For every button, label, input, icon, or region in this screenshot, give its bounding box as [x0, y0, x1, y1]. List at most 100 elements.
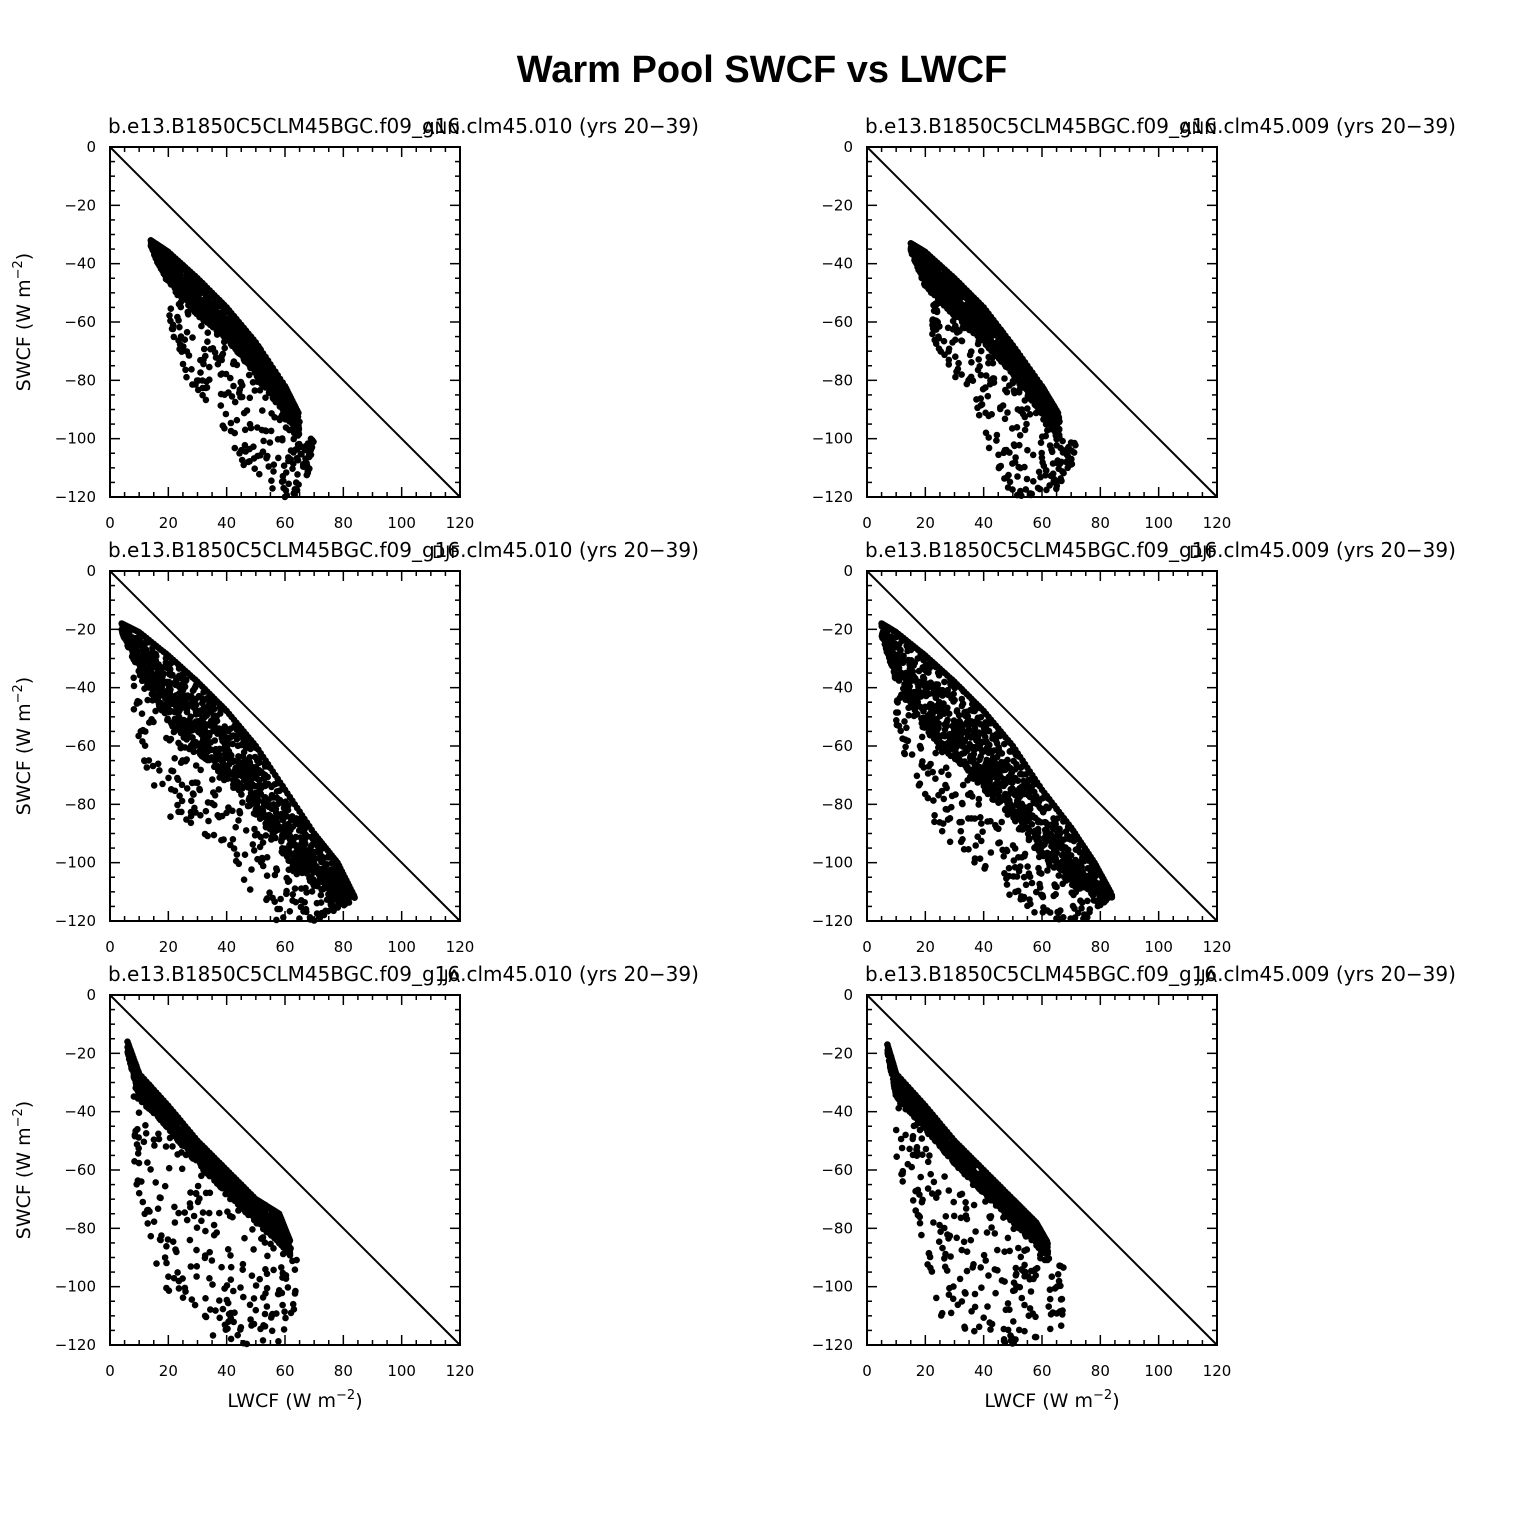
data-point: [1053, 435, 1060, 443]
data-point: [1012, 454, 1019, 461]
x-tick-label: 20: [916, 514, 935, 532]
data-point: [267, 427, 275, 435]
x-tick-label: 80: [334, 938, 353, 956]
data-point: [982, 372, 990, 379]
data-point: [138, 710, 146, 717]
data-point: [995, 337, 1002, 344]
y-tick-label: −100: [55, 854, 96, 872]
data-point: [1028, 490, 1036, 498]
data-point: [259, 448, 267, 456]
data-point: [1011, 817, 1019, 824]
data-point: [328, 901, 336, 909]
data-point: [247, 364, 254, 372]
data-point: [132, 639, 139, 646]
data-point: [284, 831, 292, 839]
data-point: [291, 885, 299, 892]
data-point: [1001, 357, 1008, 364]
data-point: [307, 451, 315, 459]
data-point: [265, 463, 273, 470]
data-point: [286, 908, 294, 915]
x-tick-label: 120: [1203, 514, 1232, 532]
data-point: [923, 270, 931, 278]
data-point: [270, 794, 277, 801]
data-point: [190, 744, 197, 752]
data-point: [288, 420, 296, 427]
data-point: [929, 330, 936, 338]
data-point: [993, 431, 1001, 439]
data-point: [159, 780, 166, 788]
data-point: [167, 786, 175, 793]
reference-line: [866, 146, 1218, 498]
data-point: [201, 744, 209, 751]
data-point: [199, 296, 207, 304]
data-point: [266, 439, 274, 446]
data-point: [1035, 468, 1043, 476]
data-point: [977, 395, 984, 402]
data-point: [198, 716, 205, 724]
data-point: [232, 857, 240, 865]
data-point: [306, 914, 314, 921]
data-point: [247, 424, 255, 432]
data-point: [1046, 442, 1054, 449]
data-point: [171, 276, 178, 283]
data-point: [242, 827, 250, 834]
data-point: [324, 884, 332, 892]
data-point: [211, 737, 219, 744]
data-point: [994, 350, 1002, 357]
data-point: [197, 766, 204, 774]
data-point: [222, 410, 230, 418]
data-point: [263, 872, 271, 879]
data-point: [273, 398, 281, 406]
data-point: [200, 360, 207, 368]
data-point: [229, 807, 236, 815]
figure-title: Warm Pool SWCF vs LWCF: [517, 49, 1008, 91]
data-point: [261, 775, 268, 782]
data-point: [222, 370, 230, 378]
data-point: [229, 836, 237, 843]
y-tick-label: −60: [64, 737, 96, 755]
data-point: [1017, 487, 1024, 495]
data-point: [945, 361, 953, 368]
y-tick-label: 0: [843, 138, 853, 156]
data-point: [204, 338, 211, 346]
data-point: [1047, 425, 1055, 433]
data-point: [218, 836, 225, 844]
data-point: [285, 480, 293, 488]
data-point: [1025, 836, 1033, 844]
data-point: [227, 374, 234, 382]
data-point: [175, 300, 183, 308]
data-point: [931, 336, 938, 344]
data-point: [1016, 432, 1024, 439]
data-point: [323, 868, 331, 875]
data-point: [215, 786, 223, 793]
data-point: [285, 457, 292, 465]
data-point: [1005, 471, 1012, 479]
data-point: [218, 812, 226, 820]
data-point: [988, 347, 995, 355]
data-point: [199, 391, 206, 399]
data-point: [1001, 375, 1008, 382]
data-point: [154, 760, 162, 768]
data-point: [192, 300, 200, 308]
data-point: [952, 373, 959, 381]
data-point: [968, 359, 975, 366]
data-point: [179, 360, 187, 368]
data-point: [176, 323, 183, 331]
season-label: ANN: [423, 119, 460, 139]
data-point: [986, 336, 993, 344]
data-point: [145, 757, 153, 764]
data-point: [230, 732, 237, 739]
data-point: [949, 339, 956, 346]
data-point: [197, 812, 204, 819]
data-point: [204, 799, 212, 806]
data-point: [238, 331, 245, 338]
data-point: [183, 373, 190, 381]
data-point: [1021, 397, 1029, 404]
data-point: [1014, 368, 1022, 376]
data-point: [997, 405, 1004, 413]
data-point: [204, 832, 211, 840]
data-point: [286, 844, 293, 851]
data-point: [161, 270, 168, 278]
data-point: [1030, 478, 1037, 485]
data-point: [1059, 468, 1066, 475]
